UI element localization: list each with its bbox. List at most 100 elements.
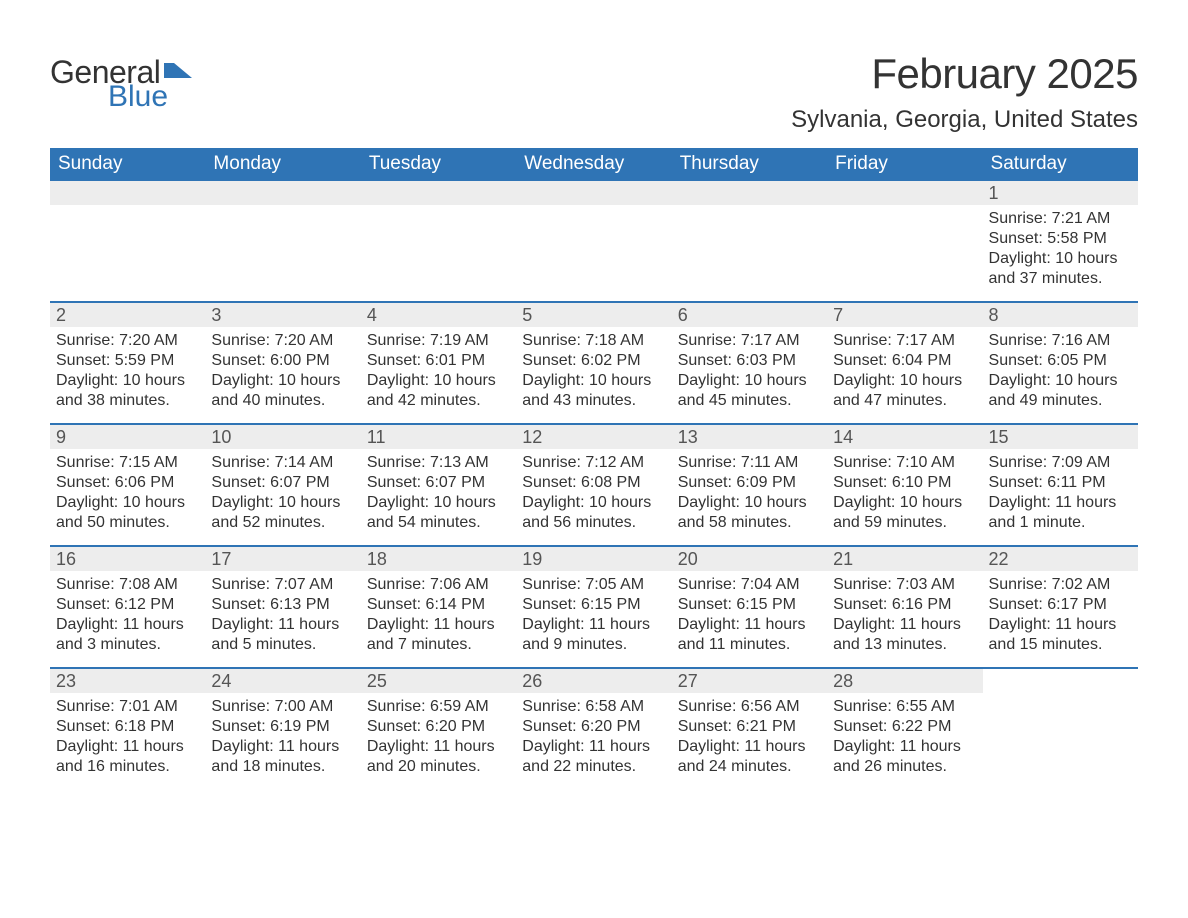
day-info: Sunrise: 7:08 AMSunset: 6:12 PMDaylight:… (50, 571, 205, 655)
calendar-cell: 22Sunrise: 7:02 AMSunset: 6:17 PMDayligh… (983, 547, 1138, 667)
calendar-cell: 10Sunrise: 7:14 AMSunset: 6:07 PMDayligh… (205, 425, 360, 545)
day-dl2: and 20 minutes. (367, 757, 510, 777)
day-number: 27 (678, 671, 698, 692)
day-number: 8 (989, 305, 999, 326)
day-number-bar: 6 (672, 303, 827, 327)
day-dl2: and 56 minutes. (522, 513, 665, 533)
day-info: Sunrise: 7:18 AMSunset: 6:02 PMDaylight:… (516, 327, 671, 411)
day-dl2: and 58 minutes. (678, 513, 821, 533)
weekday-header: Saturday (983, 148, 1138, 181)
weekday-header: Wednesday (516, 148, 671, 181)
day-sunrise: Sunrise: 7:04 AM (678, 575, 821, 595)
calendar-cell: 17Sunrise: 7:07 AMSunset: 6:13 PMDayligh… (205, 547, 360, 667)
day-dl2: and 13 minutes. (833, 635, 976, 655)
day-number: 10 (211, 427, 231, 448)
calendar-cell: 24Sunrise: 7:00 AMSunset: 6:19 PMDayligh… (205, 669, 360, 789)
day-number: 15 (989, 427, 1009, 448)
day-info: Sunrise: 7:06 AMSunset: 6:14 PMDaylight:… (361, 571, 516, 655)
day-number-bar (361, 181, 516, 205)
calendar-cell-empty (361, 181, 516, 301)
day-number-bar: 16 (50, 547, 205, 571)
day-info: Sunrise: 6:55 AMSunset: 6:22 PMDaylight:… (827, 693, 982, 777)
day-dl2: and 40 minutes. (211, 391, 354, 411)
day-info: Sunrise: 7:09 AMSunset: 6:11 PMDaylight:… (983, 449, 1138, 533)
calendar-cell: 21Sunrise: 7:03 AMSunset: 6:16 PMDayligh… (827, 547, 982, 667)
day-dl2: and 54 minutes. (367, 513, 510, 533)
day-sunrise: Sunrise: 7:17 AM (833, 331, 976, 351)
day-dl1: Daylight: 11 hours (211, 737, 354, 757)
day-sunrise: Sunrise: 7:09 AM (989, 453, 1132, 473)
day-number-bar: 28 (827, 669, 982, 693)
day-dl1: Daylight: 10 hours (989, 371, 1132, 391)
day-sunrise: Sunrise: 7:21 AM (989, 209, 1132, 229)
day-sunset: Sunset: 6:04 PM (833, 351, 976, 371)
calendar-week: 16Sunrise: 7:08 AMSunset: 6:12 PMDayligh… (50, 545, 1138, 667)
day-number-bar: 24 (205, 669, 360, 693)
calendar-cell: 13Sunrise: 7:11 AMSunset: 6:09 PMDayligh… (672, 425, 827, 545)
day-info: Sunrise: 7:10 AMSunset: 6:10 PMDaylight:… (827, 449, 982, 533)
day-sunset: Sunset: 6:01 PM (367, 351, 510, 371)
day-sunset: Sunset: 5:58 PM (989, 229, 1132, 249)
day-dl2: and 38 minutes. (56, 391, 199, 411)
day-sunset: Sunset: 6:00 PM (211, 351, 354, 371)
day-dl2: and 43 minutes. (522, 391, 665, 411)
calendar-cell: 20Sunrise: 7:04 AMSunset: 6:15 PMDayligh… (672, 547, 827, 667)
calendar-cell: 6Sunrise: 7:17 AMSunset: 6:03 PMDaylight… (672, 303, 827, 423)
day-sunset: Sunset: 6:15 PM (522, 595, 665, 615)
calendar-cell-empty (983, 669, 1138, 789)
day-sunset: Sunset: 6:20 PM (522, 717, 665, 737)
day-number-bar (983, 669, 1138, 693)
day-number-bar: 14 (827, 425, 982, 449)
day-number-bar: 1 (983, 181, 1138, 205)
day-number: 6 (678, 305, 688, 326)
day-number-bar (516, 181, 671, 205)
day-sunrise: Sunrise: 7:00 AM (211, 697, 354, 717)
day-number-bar: 12 (516, 425, 671, 449)
day-dl1: Daylight: 11 hours (989, 493, 1132, 513)
day-number-bar: 11 (361, 425, 516, 449)
day-dl1: Daylight: 10 hours (833, 493, 976, 513)
day-dl1: Daylight: 10 hours (367, 493, 510, 513)
day-dl2: and 52 minutes. (211, 513, 354, 533)
calendar-cell: 26Sunrise: 6:58 AMSunset: 6:20 PMDayligh… (516, 669, 671, 789)
calendar-cell: 14Sunrise: 7:10 AMSunset: 6:10 PMDayligh… (827, 425, 982, 545)
day-number-bar: 5 (516, 303, 671, 327)
day-dl2: and 5 minutes. (211, 635, 354, 655)
day-number-bar: 8 (983, 303, 1138, 327)
day-sunset: Sunset: 6:18 PM (56, 717, 199, 737)
day-number: 17 (211, 549, 231, 570)
calendar-week: 1Sunrise: 7:21 AMSunset: 5:58 PMDaylight… (50, 181, 1138, 301)
calendar-week: 2Sunrise: 7:20 AMSunset: 5:59 PMDaylight… (50, 301, 1138, 423)
day-dl1: Daylight: 10 hours (211, 371, 354, 391)
day-info: Sunrise: 7:14 AMSunset: 6:07 PMDaylight:… (205, 449, 360, 533)
day-info: Sunrise: 7:15 AMSunset: 6:06 PMDaylight:… (50, 449, 205, 533)
day-number: 26 (522, 671, 542, 692)
day-dl1: Daylight: 11 hours (833, 615, 976, 635)
day-dl2: and 37 minutes. (989, 269, 1132, 289)
calendar-cell-empty (672, 181, 827, 301)
day-number: 16 (56, 549, 76, 570)
day-sunset: Sunset: 6:02 PM (522, 351, 665, 371)
day-info: Sunrise: 6:56 AMSunset: 6:21 PMDaylight:… (672, 693, 827, 777)
day-info: Sunrise: 7:12 AMSunset: 6:08 PMDaylight:… (516, 449, 671, 533)
day-number: 23 (56, 671, 76, 692)
day-number: 9 (56, 427, 66, 448)
day-number-bar: 20 (672, 547, 827, 571)
day-number-bar: 7 (827, 303, 982, 327)
day-dl2: and 22 minutes. (522, 757, 665, 777)
day-number-bar: 17 (205, 547, 360, 571)
day-sunset: Sunset: 6:05 PM (989, 351, 1132, 371)
calendar-cell: 12Sunrise: 7:12 AMSunset: 6:08 PMDayligh… (516, 425, 671, 545)
day-number: 24 (211, 671, 231, 692)
day-info: Sunrise: 7:11 AMSunset: 6:09 PMDaylight:… (672, 449, 827, 533)
day-number-bar (205, 181, 360, 205)
day-number: 22 (989, 549, 1009, 570)
day-sunrise: Sunrise: 7:01 AM (56, 697, 199, 717)
weekday-header: Thursday (672, 148, 827, 181)
day-number: 12 (522, 427, 542, 448)
day-dl2: and 9 minutes. (522, 635, 665, 655)
day-sunrise: Sunrise: 7:15 AM (56, 453, 199, 473)
day-sunrise: Sunrise: 6:59 AM (367, 697, 510, 717)
day-number-bar: 18 (361, 547, 516, 571)
day-sunrise: Sunrise: 7:17 AM (678, 331, 821, 351)
